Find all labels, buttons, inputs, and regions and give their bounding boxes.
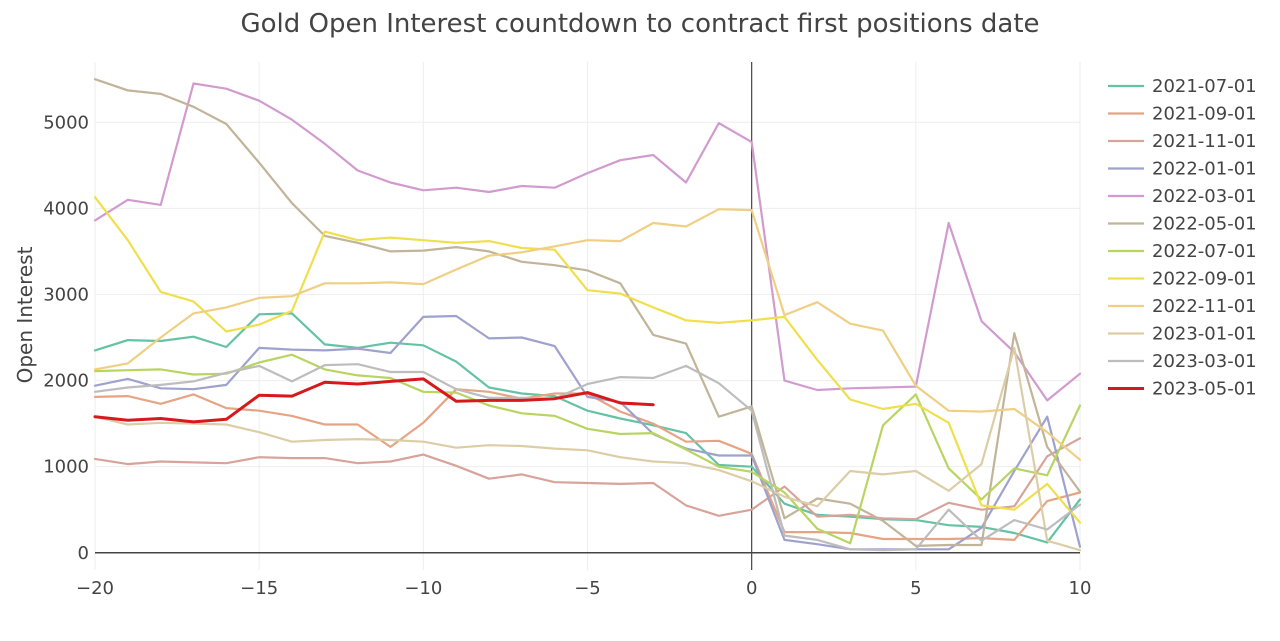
- chart-title: Gold Open Interest countdown to contract…: [240, 9, 1039, 39]
- series-line-2022-05-01: [93, 78, 1082, 547]
- legend-label: 2023-05-01: [1152, 379, 1257, 400]
- legend-label: 2022-05-01: [1152, 214, 1257, 235]
- legend-label: 2023-03-01: [1152, 351, 1257, 372]
- legend[interactable]: 2021-07-01 2021-09-01 2021-11-01 2022-01-01…: [1108, 76, 1257, 400]
- y-tick-label: 5000: [43, 112, 89, 133]
- legend-item-2021-11-01[interactable]: 2021-11-01: [1108, 131, 1257, 152]
- legend-item-2023-01-01[interactable]: 2023-01-01: [1108, 324, 1257, 345]
- x-tick-label: −10: [404, 578, 442, 599]
- x-tick-label: 10: [1069, 578, 1092, 599]
- legend-item-2022-01-01[interactable]: 2022-01-01: [1108, 159, 1257, 180]
- series-lines: [93, 78, 1082, 552]
- legend-label: 2022-11-01: [1152, 296, 1257, 317]
- legend-item-2022-11-01[interactable]: 2022-11-01: [1108, 296, 1257, 317]
- legend-item-2022-03-01[interactable]: 2022-03-01: [1108, 186, 1257, 207]
- x-tick-label: −15: [240, 578, 278, 599]
- series-line-2022-11-01: [93, 208, 1082, 461]
- legend-item-2021-09-01[interactable]: 2021-09-01: [1108, 104, 1257, 125]
- legend-item-2022-09-01[interactable]: 2022-09-01: [1108, 269, 1257, 290]
- series-line-2023-03-01: [93, 363, 1082, 552]
- tick-labels: −20 −15 −10 −5 0 5 10 0 1000 2000 3000 4000 5000: [43, 112, 1091, 599]
- x-tick-label: 0: [746, 578, 757, 599]
- legend-label: 2023-01-01: [1152, 324, 1257, 345]
- y-tick-label: 4000: [43, 198, 89, 219]
- legend-item-2022-07-01[interactable]: 2022-07-01: [1108, 241, 1257, 262]
- series-line-2022-07-01: [93, 353, 1082, 545]
- x-tick-label: 5: [910, 578, 921, 599]
- legend-item-2023-05-01[interactable]: 2023-05-01: [1108, 379, 1257, 400]
- legend-label: 2022-01-01: [1152, 159, 1257, 180]
- legend-label: 2021-11-01: [1152, 131, 1257, 152]
- x-tick-label: −5: [574, 578, 601, 599]
- y-tick-label: 1000: [43, 457, 89, 478]
- series-line-2022-09-01: [93, 196, 1082, 524]
- series-line-2023-01-01: [93, 346, 1082, 552]
- legend-label: 2021-09-01: [1152, 104, 1257, 125]
- gridlines: [94, 62, 1081, 570]
- y-tick-label: 2000: [43, 371, 89, 392]
- legend-item-2021-07-01[interactable]: 2021-07-01: [1108, 76, 1257, 97]
- legend-item-2023-03-01[interactable]: 2023-03-01: [1108, 351, 1257, 372]
- legend-label: 2021-07-01: [1152, 76, 1257, 97]
- legend-label: 2022-09-01: [1152, 269, 1257, 290]
- y-tick-label: 3000: [43, 284, 89, 305]
- y-axis-title: Open Interest: [13, 246, 37, 383]
- legend-label: 2022-03-01: [1152, 186, 1257, 207]
- legend-item-2022-05-01[interactable]: 2022-05-01: [1108, 214, 1257, 235]
- series-line-2021-11-01: [93, 437, 1082, 521]
- y-tick-label: 0: [78, 543, 89, 564]
- series-line-2023-05-01: [93, 377, 655, 424]
- x-tick-label: −20: [76, 578, 114, 599]
- legend-label: 2022-07-01: [1152, 241, 1257, 262]
